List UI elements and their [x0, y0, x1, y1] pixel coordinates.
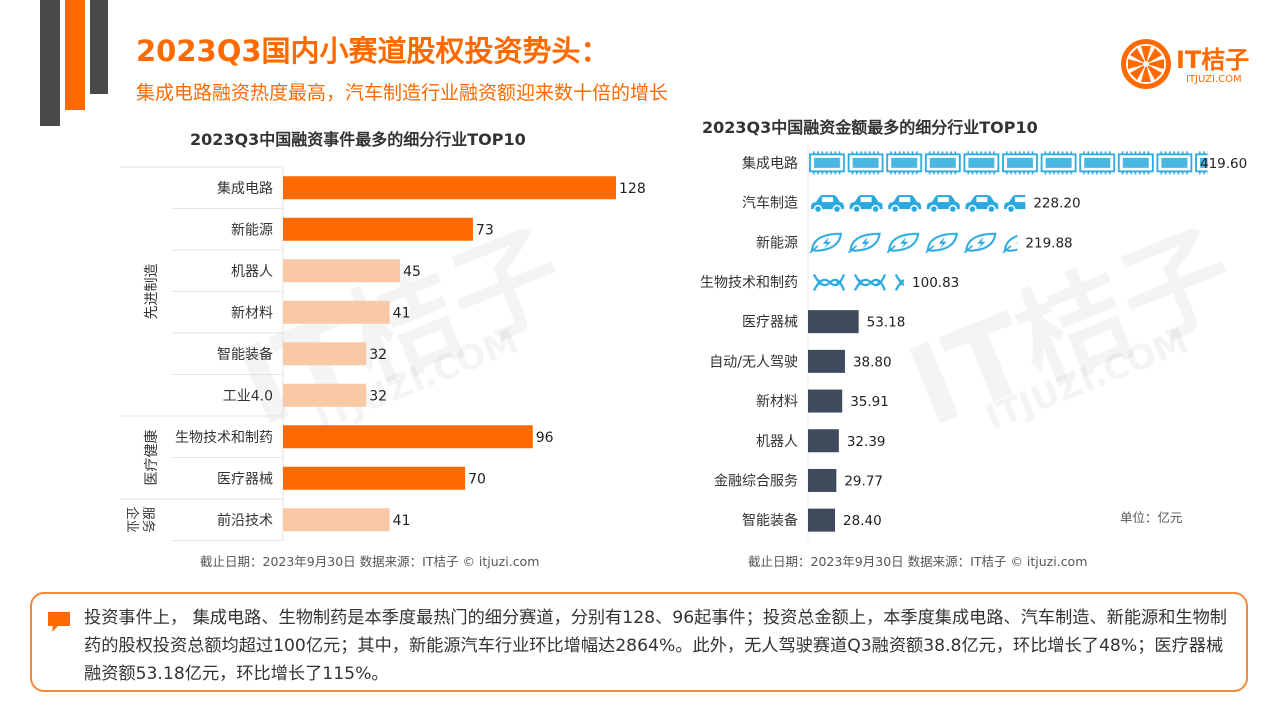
category-label: 新材料	[756, 394, 798, 410]
category-label: 智能装备	[217, 346, 273, 363]
category-label: 新能源	[756, 235, 798, 251]
data-label: 53.18	[867, 315, 906, 331]
bar	[283, 508, 390, 532]
data-label: 32	[369, 347, 387, 363]
category-label: 机器人	[231, 264, 273, 280]
bar	[283, 466, 466, 490]
bar	[808, 191, 1026, 215]
data-label: 45	[403, 264, 421, 280]
category-label: 生物技术和制药	[175, 430, 273, 446]
bar	[283, 259, 401, 283]
data-label: 419.60	[1200, 156, 1247, 172]
bar	[808, 270, 905, 294]
bar	[808, 429, 839, 453]
data-label: 100.83	[912, 275, 959, 291]
category-label: 自动/无人驾驶	[709, 354, 798, 370]
category-label: 集成电路	[742, 155, 798, 172]
category-label: 工业4.0	[223, 388, 273, 404]
data-label: 29.77	[844, 473, 883, 489]
left-chart-source-note: 截止日期：2023年9月30日 数据来源：IT桔子 © itjuzi.com	[200, 554, 540, 569]
decor-bar-gray	[40, 0, 60, 126]
bar	[283, 342, 367, 366]
logo-name: IT桔子	[1176, 46, 1250, 74]
data-label: 38.80	[853, 354, 892, 370]
group-label: 服务	[140, 507, 156, 533]
category-label: 智能装备	[742, 512, 798, 529]
left-chart-title: 2023Q3中国融资事件最多的细分行业TOP10	[190, 130, 526, 149]
category-label: 汽车制造	[742, 195, 798, 212]
page-subtitle: 集成电路融资热度最高，汽车制造行业融资额迎来数十倍的增长	[136, 82, 669, 104]
data-label: 128	[619, 181, 646, 197]
decor-bar-gray-short	[90, 0, 108, 94]
right-bar-chart: 集成电路 419.60 汽车制造 228.20 新能源 219.88 生物技术和制药 100.…	[700, 143, 1247, 540]
category-label: 生物技术和制药	[700, 275, 798, 291]
data-label: 28.40	[843, 513, 882, 529]
category-label: 新能源	[231, 222, 273, 238]
summary-text: 投资事件上， 集成电路、生物制药是本季度最热门的细分赛道，分别有128、96起事…	[84, 608, 1227, 684]
itjuzi-logo	[1121, 39, 1171, 89]
bar	[808, 468, 837, 492]
bar	[283, 425, 533, 449]
decor-bar-orange	[65, 0, 85, 110]
bar	[283, 176, 616, 200]
data-label: 70	[468, 471, 486, 487]
right-chart-source-note: 截止日期：2023年9月30日 数据来源：IT桔子 © itjuzi.com	[748, 554, 1088, 569]
bar	[808, 349, 845, 373]
left-bar-chart: 集成电路 128 新能源 73 机器人 45 新材料 41 智能装备 32 工业4.0 32 生物技术和…	[120, 166, 646, 541]
summary-box: 投资事件上， 集成电路、生物制药是本季度最热门的细分赛道，分别有128、96起事…	[30, 592, 1248, 692]
group-label: 医疗健康	[143, 430, 160, 486]
group-label: 先进制造	[144, 264, 160, 320]
bar	[808, 389, 843, 413]
category-label: 新材料	[231, 305, 273, 321]
data-label: 32	[369, 388, 387, 404]
logo-domain: ITJUZI.COM	[1186, 74, 1242, 85]
bar	[283, 383, 367, 407]
category-label: 医疗器械	[217, 471, 273, 487]
category-label: 金融综合服务	[714, 473, 798, 489]
bar	[283, 217, 473, 241]
data-label: 32.39	[847, 434, 886, 450]
data-label: 73	[476, 222, 494, 238]
bar	[808, 508, 836, 532]
bar	[808, 310, 859, 334]
group-label: 企业	[124, 507, 140, 533]
bar	[808, 230, 1018, 254]
data-label: 219.88	[1025, 235, 1072, 251]
data-label: 41	[393, 513, 411, 529]
category-label: 前沿技术	[217, 512, 273, 529]
data-label: 41	[393, 305, 411, 321]
data-label: 35.91	[850, 394, 889, 410]
right-chart-title: 2023Q3中国融资金额最多的细分行业TOP10	[702, 118, 1038, 137]
speech-bubble-icon	[48, 612, 70, 632]
bar	[808, 151, 1208, 175]
orange-slice-icon	[1121, 39, 1171, 89]
bar	[283, 300, 390, 324]
category-label: 机器人	[756, 434, 798, 450]
data-label: 228.20	[1033, 196, 1080, 212]
right-chart-unit: 单位：亿元	[1120, 510, 1183, 525]
page-title: 2023Q3国内小赛道股权投资势头：	[136, 34, 610, 68]
data-label: 96	[536, 430, 554, 446]
category-label: 集成电路	[217, 180, 273, 197]
category-label: 医疗器械	[742, 315, 798, 331]
